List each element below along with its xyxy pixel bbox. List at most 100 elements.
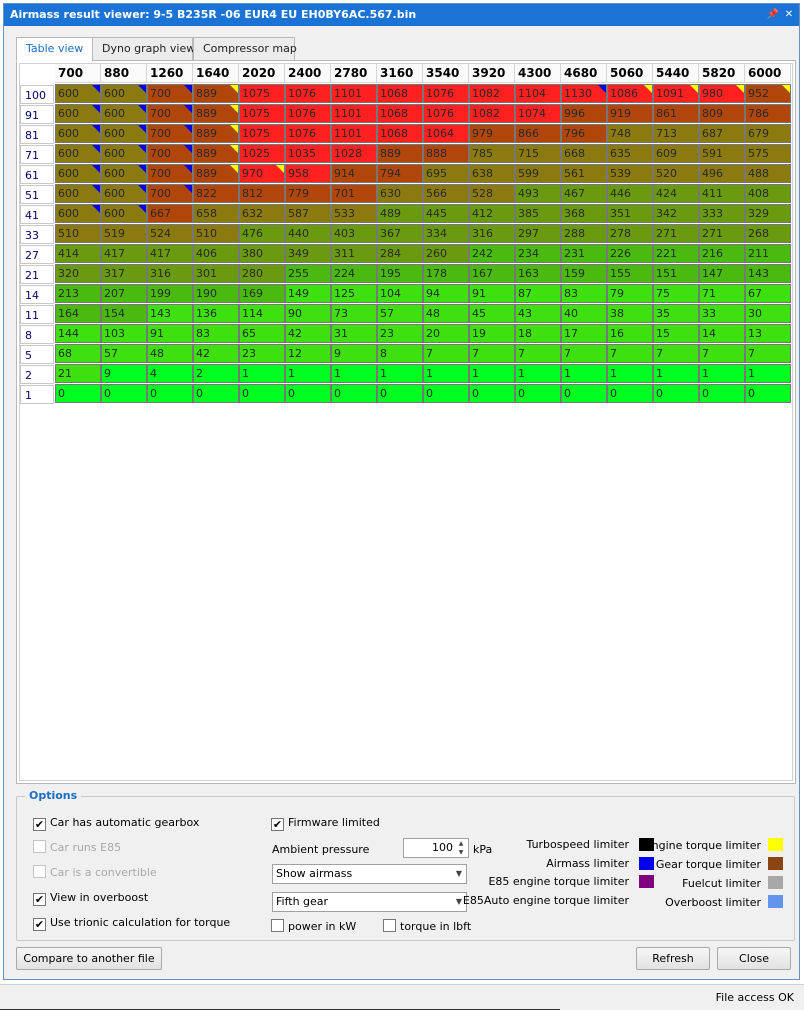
table-cell[interactable]: 144 (55, 324, 101, 343)
table-cell[interactable]: 43 (515, 304, 561, 323)
table-cell[interactable]: 12 (285, 344, 331, 363)
table-cell[interactable]: 889 (193, 124, 239, 143)
table-cell[interactable]: 317 (101, 264, 147, 283)
table-cell[interactable]: 600 (101, 124, 147, 143)
table-cell[interactable]: 195 (377, 264, 423, 283)
table-cell[interactable]: 1 (653, 364, 699, 383)
table-cell[interactable]: 0 (331, 384, 377, 403)
table-cell[interactable]: 333 (699, 204, 745, 223)
table-cell[interactable]: 700 (147, 184, 193, 203)
table-cell[interactable]: 48 (423, 304, 469, 323)
power-kw-checkbox[interactable]: power in kW (271, 919, 356, 935)
row-header[interactable]: 11 (20, 305, 54, 324)
table-cell[interactable]: 94 (423, 284, 469, 303)
table-cell[interactable]: 996 (561, 104, 607, 123)
table-cell[interactable]: 48 (147, 344, 193, 363)
table-cell[interactable]: 700 (147, 104, 193, 123)
spin-up-icon[interactable]: ▲ (458, 840, 464, 847)
table-cell[interactable]: 1 (699, 364, 745, 383)
table-cell[interactable]: 7 (699, 344, 745, 363)
table-cell[interactable]: 2 (193, 364, 239, 383)
table-cell[interactable]: 794 (377, 164, 423, 183)
table-cell[interactable]: 889 (193, 164, 239, 183)
table-cell[interactable]: 575 (745, 144, 791, 163)
table-cell[interactable]: 342 (653, 204, 699, 223)
checkbox-box[interactable] (33, 865, 46, 878)
table-cell[interactable]: 83 (561, 284, 607, 303)
table-cell[interactable]: 600 (55, 164, 101, 183)
table-cell[interactable]: 316 (147, 264, 193, 283)
table-cell[interactable]: 1091 (653, 84, 699, 103)
table-cell[interactable]: 33 (699, 304, 745, 323)
table-cell[interactable]: 1028 (331, 144, 377, 163)
checkbox-box[interactable] (271, 919, 284, 932)
automatic-gearbox-checkbox[interactable]: ✔ Car has automatic gearbox (33, 815, 199, 831)
table-cell[interactable]: 234 (515, 244, 561, 263)
table-cell[interactable]: 412 (469, 204, 515, 223)
table-cell[interactable]: 42 (193, 344, 239, 363)
table-cell[interactable]: 231 (561, 244, 607, 263)
table-cell[interactable]: 329 (745, 204, 791, 223)
table-cell[interactable]: 1104 (515, 84, 561, 103)
table-cell[interactable]: 785 (469, 144, 515, 163)
table-cell[interactable]: 914 (331, 164, 377, 183)
tab-table-view[interactable]: Table view (16, 37, 93, 62)
table-cell[interactable]: 1076 (423, 84, 469, 103)
table-cell[interactable]: 91 (469, 284, 515, 303)
table-cell[interactable]: 0 (55, 384, 101, 403)
table-cell[interactable]: 91 (147, 324, 193, 343)
table-cell[interactable]: 316 (469, 224, 515, 243)
table-cell[interactable]: 164 (55, 304, 101, 323)
show-select[interactable]: Show airmass ▼ (272, 864, 467, 884)
table-cell[interactable]: 114 (239, 304, 285, 323)
row-header[interactable]: 91 (20, 105, 54, 124)
table-cell[interactable]: 0 (193, 384, 239, 403)
table-cell[interactable]: 178 (423, 264, 469, 283)
firmware-limited-checkbox[interactable]: ✔ Firmware limited (271, 815, 380, 831)
table-cell[interactable]: 103 (101, 324, 147, 343)
table-cell[interactable]: 1025 (239, 144, 285, 163)
table-cell[interactable]: 0 (469, 384, 515, 403)
table-cell[interactable]: 155 (607, 264, 653, 283)
table-cell[interactable]: 600 (55, 84, 101, 103)
table-cell[interactable]: 367 (377, 224, 423, 243)
table-cell[interactable]: 143 (147, 304, 193, 323)
compare-file-button[interactable]: Compare to another file (16, 947, 162, 970)
table-cell[interactable]: 919 (607, 104, 653, 123)
tab-compressor-map[interactable]: Compressor map (193, 37, 297, 61)
table-cell[interactable]: 700 (147, 84, 193, 103)
window-titlebar[interactable]: Airmass result viewer: 9-5 B235R -06 EUR… (4, 4, 799, 26)
table-cell[interactable]: 713 (653, 124, 699, 143)
table-cell[interactable]: 1101 (331, 104, 377, 123)
row-header[interactable]: 41 (20, 205, 54, 224)
table-cell[interactable]: 1074 (515, 104, 561, 123)
table-cell[interactable]: 0 (147, 384, 193, 403)
table-cell[interactable]: 889 (377, 144, 423, 163)
table-cell[interactable]: 190 (193, 284, 239, 303)
table-cell[interactable]: 1076 (285, 104, 331, 123)
table-cell[interactable]: 16 (607, 324, 653, 343)
table-cell[interactable]: 424 (653, 184, 699, 203)
table-cell[interactable]: 351 (607, 204, 653, 223)
table-cell[interactable]: 414 (55, 244, 101, 263)
table-cell[interactable]: 440 (285, 224, 331, 243)
table-cell[interactable]: 600 (101, 144, 147, 163)
table-cell[interactable]: 638 (469, 164, 515, 183)
table-cell[interactable]: 0 (285, 384, 331, 403)
table-cell[interactable]: 7 (653, 344, 699, 363)
table-cell[interactable]: 0 (101, 384, 147, 403)
table-cell[interactable]: 104 (377, 284, 423, 303)
table-cell[interactable]: 167 (469, 264, 515, 283)
overboost-checkbox[interactable]: ✔ View in overboost (33, 890, 148, 906)
table-cell[interactable]: 809 (699, 104, 745, 123)
table-cell[interactable]: 701 (331, 184, 377, 203)
table-cell[interactable]: 609 (653, 144, 699, 163)
table-cell[interactable]: 510 (193, 224, 239, 243)
table-cell[interactable]: 207 (101, 284, 147, 303)
table-cell[interactable]: 260 (423, 244, 469, 263)
table-cell[interactable]: 0 (423, 384, 469, 403)
table-cell[interactable]: 1068 (377, 124, 423, 143)
trionic-calc-checkbox[interactable]: ✔ Use trionic calculation for torque (33, 915, 230, 931)
table-cell[interactable]: 496 (699, 164, 745, 183)
table-cell[interactable]: 600 (101, 164, 147, 183)
